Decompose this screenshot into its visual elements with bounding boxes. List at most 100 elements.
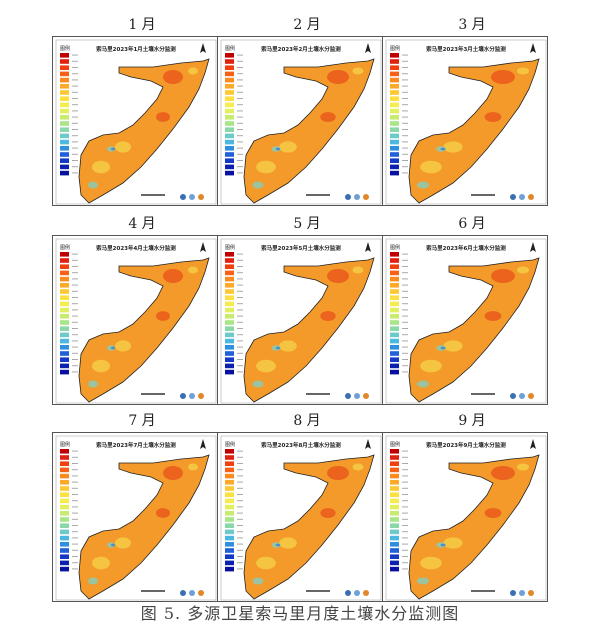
moisture-patch <box>327 269 349 283</box>
map-frame: 图例 索马里2023年2月土壤水分监测 <box>217 36 383 206</box>
soil-moisture-map: 图例 <box>55 238 217 404</box>
legend-swatch <box>390 566 399 572</box>
legend-value-mark <box>72 160 78 161</box>
legend-value-mark <box>72 54 78 56</box>
legend-value-mark <box>72 129 78 130</box>
legend-swatch <box>60 363 69 369</box>
legend-value-mark <box>72 110 78 112</box>
institution-logo-icon <box>198 393 204 399</box>
map-frame: 图例 索马里2023年9月土壤水分监测 <box>382 432 548 602</box>
moisture-patch <box>443 340 463 352</box>
legend-swatch <box>60 258 69 263</box>
legend-swatch <box>390 326 399 331</box>
legend-value-mark <box>237 303 243 305</box>
legend-swatch <box>225 498 234 504</box>
legend-swatch <box>390 283 399 288</box>
legend-swatch <box>60 357 69 362</box>
legend-swatch <box>390 264 399 269</box>
legend-value-mark <box>72 166 78 168</box>
map-inner-frame <box>55 39 217 205</box>
legend-value-mark <box>237 371 243 373</box>
legend-swatch <box>60 96 69 101</box>
legend-value-mark <box>237 359 243 360</box>
legend-swatch <box>60 548 69 553</box>
legend-value-mark <box>402 568 408 570</box>
map-legend: 图例 <box>60 45 78 176</box>
map-frame: 图例 索马里2023年3月土壤水分监测 <box>382 36 548 206</box>
legend-swatch <box>390 363 399 369</box>
legend-swatch <box>225 554 234 559</box>
legend-swatch <box>390 301 399 307</box>
legend-swatch <box>60 276 69 282</box>
legend-swatch <box>390 65 399 70</box>
legend-swatch <box>390 473 399 479</box>
legend-swatch <box>60 542 69 547</box>
legend-swatch <box>60 320 69 325</box>
legend-swatch <box>60 77 69 83</box>
institution-logo-icon <box>363 590 369 596</box>
legend-swatch <box>60 90 69 95</box>
map-frame: 图例 索马里2023年1月土壤水分监测 <box>52 36 218 206</box>
legend-value-mark <box>237 309 243 311</box>
institution-logo-icon <box>198 194 204 200</box>
legend-value-mark <box>237 147 243 149</box>
legend-value-mark <box>402 166 408 168</box>
legend-value-mark <box>237 525 243 526</box>
legend-value-mark <box>402 91 408 93</box>
legend-swatch <box>390 542 399 547</box>
institution-logo-icon <box>345 194 351 200</box>
moisture-patch <box>188 266 198 274</box>
legend-value-mark <box>402 315 408 317</box>
month-label: 4 月 <box>128 216 156 232</box>
moisture-texture <box>252 463 364 585</box>
moisture-patch <box>163 466 183 480</box>
legend-value-mark <box>402 141 408 143</box>
moisture-patch <box>352 266 364 274</box>
scale-bar <box>306 393 330 395</box>
legend-value-mark <box>237 67 243 68</box>
legend-value-mark <box>402 450 408 452</box>
moisture-patch <box>156 508 170 518</box>
somalia-land <box>243 58 375 204</box>
legend-swatch <box>225 127 234 132</box>
map-title: 索马里2023年7月土壤水分监测 <box>96 443 176 449</box>
legend-swatch <box>225 276 234 282</box>
legend-value-mark <box>72 500 78 502</box>
legend-swatch <box>390 320 399 325</box>
institution-logo-icon <box>519 590 525 596</box>
map-inner-frame <box>220 238 382 404</box>
scale-bar <box>306 194 330 196</box>
moisture-patch <box>462 90 484 104</box>
legend-value-mark <box>72 556 78 557</box>
moisture-patch <box>279 141 297 153</box>
legend-value-mark <box>72 259 78 261</box>
legend-swatch <box>390 53 399 58</box>
legend-swatch <box>390 139 399 145</box>
legend-swatch <box>390 351 399 356</box>
moisture-patch <box>327 466 349 480</box>
legend-value-mark <box>402 500 408 502</box>
legend-swatch <box>225 133 234 139</box>
legend-swatch <box>225 90 234 95</box>
moisture-patch <box>156 112 170 122</box>
moisture-patch <box>462 289 484 303</box>
legend-value-mark <box>402 104 408 106</box>
map-legend: 图例 <box>225 441 243 572</box>
moisture-patch <box>252 181 264 189</box>
legend-value-mark <box>237 160 243 161</box>
legend-swatch <box>60 146 69 151</box>
legend-swatch <box>390 127 399 132</box>
legend-value-mark <box>72 463 78 464</box>
moisture-patch <box>327 70 349 84</box>
map-legend: 图例 <box>60 441 78 572</box>
legend-value-mark <box>237 321 243 323</box>
legend-swatch <box>60 449 69 454</box>
moisture-patch <box>491 466 515 480</box>
legend-title: 图例 <box>60 441 70 448</box>
legend-value-mark <box>72 284 78 286</box>
legend-swatch <box>390 511 399 516</box>
legend-swatch <box>60 127 69 132</box>
legend-swatch <box>225 53 234 58</box>
legend-value-mark <box>237 328 243 329</box>
